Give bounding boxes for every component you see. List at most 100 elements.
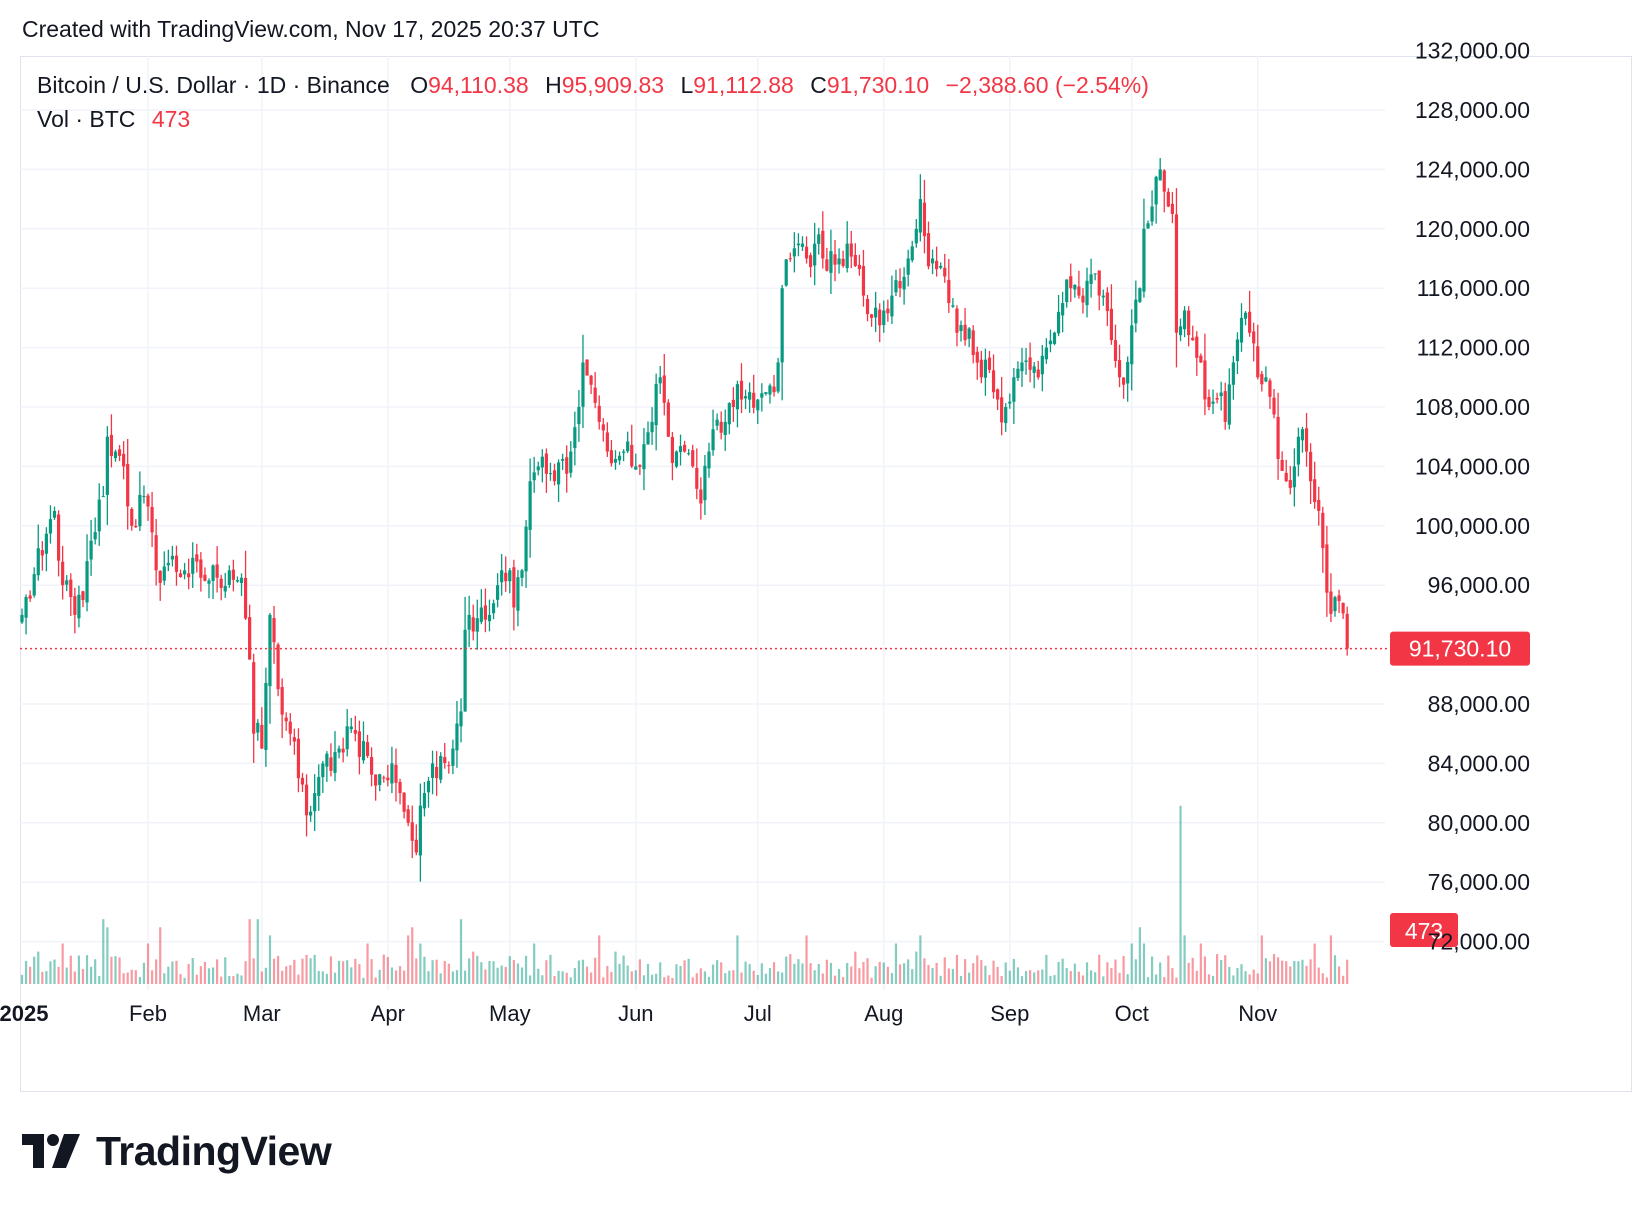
candle-body bbox=[768, 385, 772, 395]
volume-bar bbox=[610, 971, 613, 984]
candle-body bbox=[926, 233, 931, 267]
volume-bar bbox=[191, 958, 194, 984]
candle-body bbox=[471, 617, 475, 632]
volume-bar bbox=[1268, 961, 1272, 984]
candle-body bbox=[1036, 369, 1040, 378]
volume-bar bbox=[711, 964, 715, 984]
volume-bar bbox=[785, 956, 788, 984]
y-tick-label: 120,000.00 bbox=[1415, 216, 1530, 242]
candle-body bbox=[61, 561, 65, 586]
candle-body bbox=[410, 822, 414, 841]
candle-body bbox=[1162, 170, 1166, 192]
volume-bar bbox=[1346, 959, 1349, 984]
candle-body bbox=[727, 403, 731, 425]
volume-bar bbox=[1179, 805, 1182, 984]
candle-body bbox=[187, 573, 191, 578]
candle-body bbox=[662, 375, 666, 403]
y-tick-label: 76,000.00 bbox=[1428, 869, 1530, 895]
candle-body bbox=[24, 597, 28, 618]
candle-body bbox=[170, 555, 175, 560]
volume-bar bbox=[667, 975, 670, 984]
volume-bar bbox=[626, 965, 629, 984]
volume-bar bbox=[33, 956, 36, 984]
candle-body bbox=[500, 570, 504, 583]
chart-frame[interactable] bbox=[20, 56, 1632, 1092]
volume-bar bbox=[1126, 974, 1129, 984]
volume-bar bbox=[248, 919, 251, 984]
candle-body bbox=[788, 258, 792, 260]
volume-bar bbox=[1122, 955, 1125, 984]
volume-bar bbox=[41, 971, 44, 984]
candle-body bbox=[1150, 206, 1154, 222]
candle-body bbox=[1276, 416, 1280, 459]
legend-high-value: 95,909.83 bbox=[561, 72, 665, 98]
candle-body bbox=[1215, 398, 1219, 400]
x-tick-label: Nov bbox=[1238, 1001, 1277, 1026]
candle-body bbox=[743, 396, 748, 399]
volume-bars bbox=[20, 805, 1349, 984]
candle-body bbox=[585, 359, 589, 376]
volume-bar bbox=[776, 971, 780, 984]
volume-bar bbox=[1264, 958, 1267, 984]
candle-body bbox=[317, 776, 321, 796]
candle-body bbox=[207, 580, 211, 584]
candle-body bbox=[703, 465, 707, 501]
candle-body bbox=[959, 325, 963, 332]
candle-body bbox=[1231, 362, 1235, 385]
candle-body bbox=[81, 591, 85, 601]
volume-bar bbox=[1008, 970, 1011, 984]
legend-volume-value: 473 bbox=[151, 106, 191, 132]
candle-body bbox=[825, 259, 829, 271]
candle-body bbox=[634, 466, 638, 470]
candle-body bbox=[1325, 544, 1329, 593]
candle-body bbox=[1032, 366, 1036, 373]
volume-bar bbox=[146, 943, 150, 984]
candle-body bbox=[44, 533, 48, 554]
volume-bar bbox=[106, 927, 109, 984]
volume-bar bbox=[748, 964, 751, 984]
volume-bar bbox=[1049, 975, 1052, 984]
candle-body bbox=[422, 793, 427, 809]
volume-bar bbox=[760, 963, 763, 984]
candle-body bbox=[678, 446, 683, 453]
candle-body bbox=[613, 458, 618, 463]
last-price-badge bbox=[1390, 631, 1530, 666]
y-tick-label: 128,000.00 bbox=[1415, 97, 1530, 123]
price-chart[interactable]: 91,730.10 473 72,000.00 76,000.00 80,000.00… bbox=[0, 0, 1644, 1120]
candle-body bbox=[1178, 326, 1183, 336]
volume-bar bbox=[846, 962, 849, 984]
tradingview-logo[interactable]: TradingView bbox=[22, 1126, 332, 1176]
candle-body bbox=[589, 375, 593, 385]
volume-bar bbox=[821, 973, 824, 984]
candle-body bbox=[451, 748, 455, 766]
candle-body bbox=[996, 389, 1000, 400]
volume-bar bbox=[150, 970, 154, 984]
y-tick-label: 88,000.00 bbox=[1428, 691, 1530, 717]
candle-body bbox=[1028, 357, 1032, 370]
candle-body bbox=[211, 565, 215, 581]
candle-body bbox=[1321, 512, 1325, 549]
volume-bar bbox=[110, 956, 113, 984]
volume-bar bbox=[825, 959, 828, 984]
volume-bar bbox=[480, 962, 483, 984]
volume-bar bbox=[155, 959, 158, 984]
candle-body bbox=[1040, 355, 1044, 375]
candle-body bbox=[1256, 346, 1260, 378]
candle-body bbox=[1304, 428, 1309, 452]
x-tick-label: Apr bbox=[371, 1001, 405, 1026]
volume-bar bbox=[545, 960, 548, 984]
last-volume-label: 473 bbox=[1405, 918, 1443, 944]
volume-bar bbox=[1033, 972, 1036, 984]
volume-bar bbox=[980, 960, 983, 984]
candle-body bbox=[329, 757, 333, 771]
volume-bar bbox=[447, 963, 450, 984]
candle-body bbox=[260, 724, 264, 749]
candle-body bbox=[20, 614, 24, 623]
candle-body bbox=[565, 457, 569, 474]
volume-bar bbox=[159, 927, 162, 984]
volume-bar bbox=[65, 967, 68, 984]
candle-body bbox=[865, 298, 870, 315]
volume-bar bbox=[1321, 973, 1324, 984]
volume-bar bbox=[931, 968, 934, 984]
candle-body bbox=[1243, 312, 1248, 319]
